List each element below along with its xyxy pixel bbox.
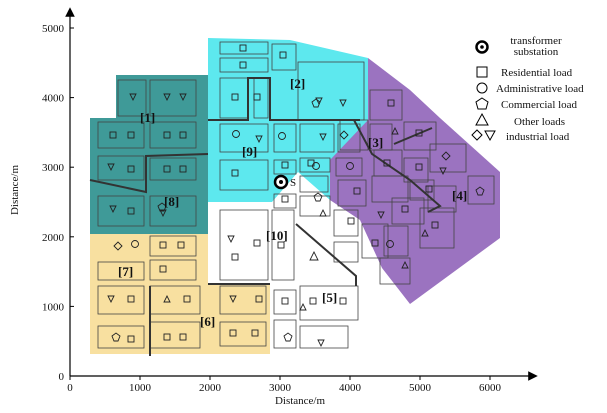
zone-label-8: [8]: [164, 194, 179, 209]
x-tick-label: 3000: [269, 382, 292, 394]
legend-other: Other loads: [514, 116, 565, 128]
load-symbols-shapes: [107, 93, 485, 348]
legend-substation-line1: transformer: [510, 35, 562, 47]
zone-1-region: [90, 75, 208, 234]
legend-substation-line2: substation: [514, 46, 559, 58]
x-tick-label: 0: [67, 382, 73, 394]
zone-label-5: [5]: [322, 290, 337, 305]
substation-label: S: [290, 177, 296, 189]
x-axis-label: Distance/m: [275, 395, 326, 407]
zone-label-1: [1]: [140, 110, 155, 125]
x-tick-label: 5000: [409, 382, 432, 394]
transformer-substation-icon: [475, 40, 489, 54]
pentagon-icon: [475, 97, 489, 110]
legend: transformer substation Residential load …: [471, 35, 584, 143]
y-axis-label: Distance/m: [9, 165, 21, 216]
load-symbols: [109, 44, 439, 343]
legend-administrative: Administrative load: [496, 83, 584, 95]
x-tick-label: 6000: [479, 382, 502, 394]
transformer-substation: S: [273, 174, 296, 190]
y-tick-label: 2000: [42, 232, 65, 244]
circle-icon: [476, 82, 488, 94]
zone-label-3: [3]: [368, 135, 383, 150]
axis-tick-labels: 0 1000 2000 3000 4000 5000 6000 0 1000 2000 3000 40…: [42, 23, 502, 394]
zone-label-9: [9]: [242, 144, 257, 159]
legend-industrial: industrial load: [506, 131, 570, 143]
feeder-lines: [89, 77, 442, 356]
y-tick-label: 4000: [42, 93, 65, 105]
triangle-icon: [475, 112, 489, 126]
zone-labels: [1] [2] [3] [4] [5] [6] [7] [8] [9] [10]: [118, 76, 467, 329]
zone-label-6: [6]: [200, 314, 215, 329]
y-tick-label: 5000: [42, 23, 65, 35]
zone-label-4: [4]: [452, 188, 467, 203]
legend-residential: Residential load: [501, 67, 573, 79]
x-tick-label: 1000: [129, 382, 152, 394]
y-tick-label: 1000: [42, 301, 65, 313]
square-icon: [476, 66, 488, 78]
y-tick-label: 3000: [42, 162, 65, 174]
x-tick-label: 2000: [199, 382, 222, 394]
legend-commercial: Commercial load: [501, 99, 578, 111]
zone-label-10: [10]: [266, 228, 288, 243]
y-tick-label: 0: [59, 371, 65, 383]
zone-label-2: [2]: [290, 76, 305, 91]
zone-6-7-region: [90, 234, 270, 354]
axes: [65, 7, 538, 381]
zone-label-7: [7]: [118, 264, 133, 279]
diamond-triangle-icon: [471, 129, 496, 142]
x-tick-label: 4000: [339, 382, 362, 394]
axis-ticks: [69, 27, 491, 380]
zone-3-4-region: [330, 58, 500, 304]
